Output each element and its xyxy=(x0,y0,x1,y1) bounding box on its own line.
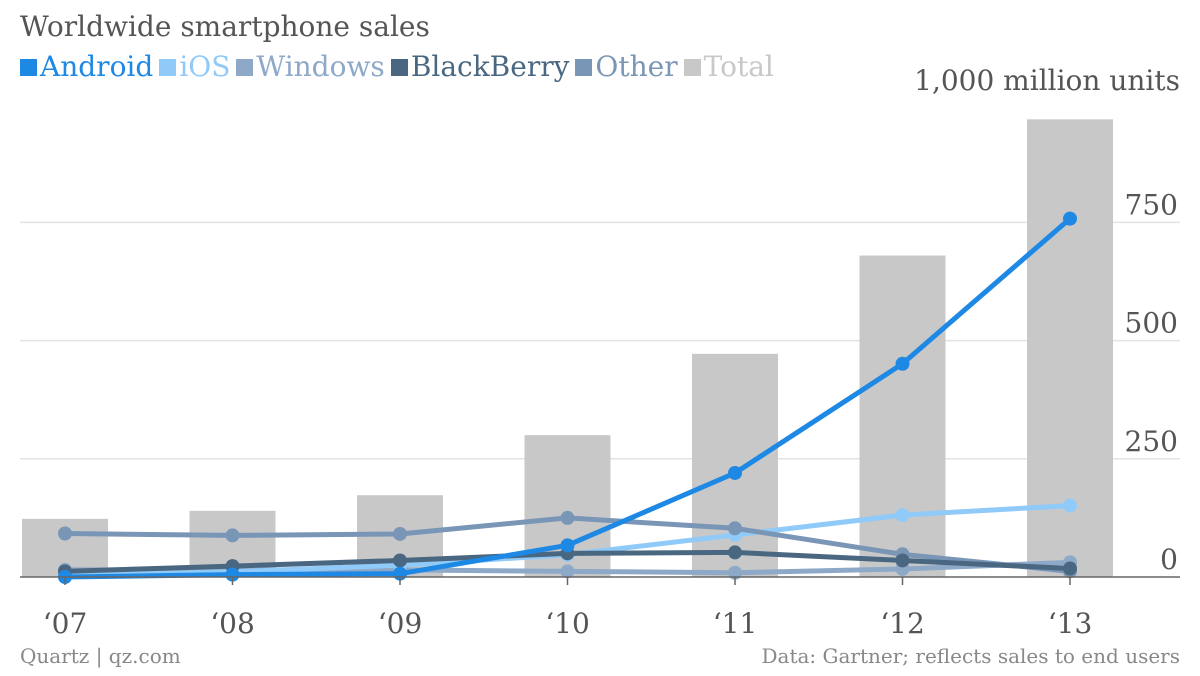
point-blackberry xyxy=(895,553,910,568)
bar-total xyxy=(859,255,946,577)
legend: Android iOS Windows BlackBerry Other Total xyxy=(20,50,780,83)
y-tick-label: 0 xyxy=(1160,543,1178,576)
point-other xyxy=(393,526,407,541)
legend-label: Android xyxy=(40,50,154,83)
gridlines xyxy=(20,221,1180,460)
legend-swatch xyxy=(236,59,254,76)
legend-label: Other xyxy=(595,50,678,83)
point-blackberry xyxy=(393,553,407,568)
legend-swatch xyxy=(683,59,701,76)
chart-title: Worldwide smartphone sales xyxy=(20,10,430,43)
x-tick-label: ‘13 xyxy=(1048,607,1093,640)
x-tick-label: ‘10 xyxy=(545,607,590,640)
legend-label: Windows xyxy=(256,50,385,83)
point-blackberry xyxy=(1063,561,1077,576)
y-tick-label: 500 xyxy=(1125,307,1178,340)
point-blackberry xyxy=(728,545,742,560)
legend-swatch xyxy=(575,59,593,76)
legend-label: Total xyxy=(703,50,774,83)
legend-swatch xyxy=(390,59,408,76)
axes xyxy=(20,576,1180,585)
legend-item-other: Other xyxy=(575,50,678,83)
bar-total xyxy=(692,353,778,577)
y-tick-label: 750 xyxy=(1125,188,1178,221)
legend-item-ios: iOS xyxy=(159,50,230,83)
legend-item-blackberry: BlackBerry xyxy=(390,50,570,83)
point-other xyxy=(58,526,72,541)
point-other xyxy=(225,528,240,543)
x-tick-label: ‘09 xyxy=(378,607,423,640)
series-lines xyxy=(58,211,1077,584)
legend-swatch xyxy=(20,59,37,76)
legend-item-windows: Windows xyxy=(236,50,385,83)
point-ios xyxy=(895,508,910,523)
legend-label: iOS xyxy=(179,50,231,83)
source-credit: Quartz | qz.com xyxy=(20,644,181,668)
bars-total xyxy=(22,119,1113,578)
tick-labels: 0 250 500 750 ‘07 ‘08 ‘09 ‘10 ‘11 ‘12 ‘13 xyxy=(43,188,1178,640)
series-blackberry xyxy=(58,545,1077,579)
x-tick-label: ‘08 xyxy=(210,607,255,640)
point-ios xyxy=(1063,498,1077,513)
y-tick-label: 250 xyxy=(1125,425,1178,458)
legend-item-android: Android xyxy=(20,50,153,83)
point-other xyxy=(728,521,742,536)
x-tick-label: ‘07 xyxy=(43,607,88,640)
point-android xyxy=(560,538,575,553)
point-android xyxy=(728,465,742,480)
point-android xyxy=(225,567,240,582)
unit-label: 1,000 million units xyxy=(914,64,1180,97)
point-windows xyxy=(728,565,742,580)
point-android xyxy=(1063,211,1077,226)
point-android xyxy=(895,356,910,371)
legend-swatch xyxy=(159,59,177,76)
data-source: Data: Gartner; reflects sales to end use… xyxy=(761,644,1180,668)
x-tick-label: ‘12 xyxy=(880,607,925,640)
legend-item-total: Total xyxy=(683,50,774,83)
legend-label: BlackBerry xyxy=(410,50,570,83)
x-tick-label: ‘11 xyxy=(713,607,758,640)
point-windows xyxy=(560,564,575,579)
point-other xyxy=(560,510,575,525)
